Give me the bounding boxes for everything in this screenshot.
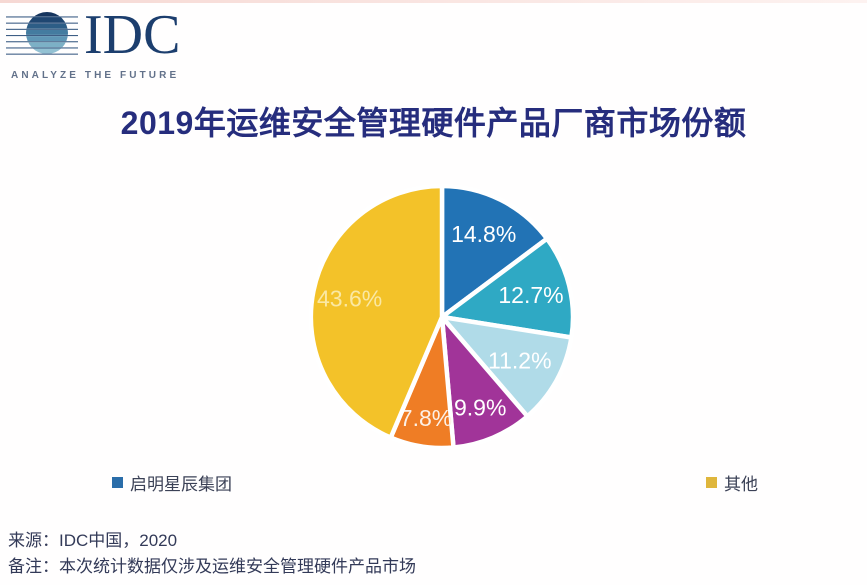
pie-slice xyxy=(308,183,445,440)
pie-slice xyxy=(439,236,576,340)
idc-tagline: ANALYZE THE FUTURE xyxy=(11,70,180,81)
pie-slice xyxy=(439,314,574,419)
pie-slice-label: 7.8% xyxy=(400,405,452,431)
pie-slice-label: 14.8% xyxy=(451,221,516,247)
footer-notes: 来源：IDC中国，2020 备注：本次统计数据仅涉及运维安全管理硬件产品市场 xyxy=(8,528,416,580)
idc-logo-text: IDC xyxy=(84,9,180,66)
legend-item: 启明星辰集团 xyxy=(112,470,232,495)
pie-slice-label: 12.7% xyxy=(498,282,563,308)
legend-label: 其他 xyxy=(724,474,758,494)
pie-slice-label: 43.6% xyxy=(317,285,382,311)
pie-slice-label: 11.2% xyxy=(488,347,552,373)
legend-item: 其他 xyxy=(706,470,758,495)
pie-slice-label: 9.9% xyxy=(454,395,506,421)
scope-note: 备注：本次统计数据仅涉及运维安全管理硬件产品市场 xyxy=(8,557,416,576)
source-note: 来源：IDC中国，2020 xyxy=(8,531,178,550)
legend-label: 启明星辰集团 xyxy=(130,474,232,494)
idc-globe-icon: IDC xyxy=(6,9,180,66)
pie-slice xyxy=(439,183,550,320)
legend-swatch xyxy=(706,476,717,488)
chart-legend: 启明星辰集团 其他 xyxy=(112,470,758,495)
top-accent-strip xyxy=(0,0,867,3)
chart-title: 2019年运维安全管理硬件产品厂商市场份额 xyxy=(120,105,747,141)
idc-logo: IDC ANALYZE THE FUTURE xyxy=(6,9,191,81)
legend-swatch xyxy=(112,476,123,488)
